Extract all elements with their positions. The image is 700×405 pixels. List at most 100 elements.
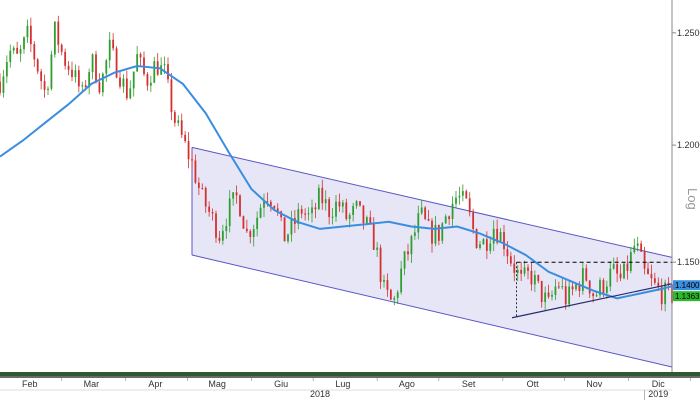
candle-body <box>605 286 608 293</box>
candle-body <box>537 274 540 282</box>
x-tick-label: Mar <box>84 379 100 389</box>
candle-body <box>197 182 200 188</box>
candle-body <box>263 201 265 208</box>
candle-body <box>287 234 289 242</box>
candle-body <box>218 237 221 241</box>
candle-body <box>122 78 125 87</box>
candle-body <box>146 74 149 86</box>
candle-body <box>163 64 166 66</box>
candle-body <box>602 280 605 293</box>
candle-body <box>88 72 91 88</box>
candle-body <box>276 208 279 212</box>
year-label-2018: 2018 <box>310 389 330 399</box>
candle-body <box>489 243 492 251</box>
candle-body <box>194 160 197 183</box>
candle-body <box>420 207 423 214</box>
x-tick-label: Nov <box>586 379 603 389</box>
candle-body <box>393 297 396 300</box>
candle-body <box>633 245 636 253</box>
candle-body <box>23 37 25 50</box>
candle-body <box>119 77 121 87</box>
candle-body <box>40 71 43 82</box>
candle-body <box>482 239 485 245</box>
candle-body <box>492 228 495 244</box>
candle-body <box>173 112 176 123</box>
candle-body <box>581 268 584 291</box>
candle-body <box>297 209 300 224</box>
channel-lower-line <box>191 254 673 368</box>
candle-body <box>242 216 245 229</box>
candle-body <box>204 187 207 207</box>
candle-body <box>626 263 629 271</box>
candle-body <box>365 217 368 224</box>
candle-body <box>417 213 420 233</box>
moving-average-line <box>0 64 673 300</box>
candle-body <box>499 232 502 243</box>
candle-body <box>475 229 478 248</box>
candle-body <box>16 47 19 54</box>
candle-body <box>5 62 8 77</box>
candle-body <box>53 21 56 55</box>
x-tick-label: Giu <box>274 379 288 389</box>
x-tick-label: Ott <box>527 379 540 389</box>
candle-body <box>667 282 670 285</box>
candle-body <box>403 251 406 269</box>
candle-body <box>458 195 461 198</box>
candle-body <box>33 44 36 60</box>
candle-body <box>115 48 118 78</box>
candle-body <box>509 256 512 264</box>
candle-body <box>530 270 533 285</box>
candle-body <box>640 243 643 252</box>
candle-body <box>506 249 509 257</box>
candle-body <box>177 120 180 123</box>
candle-body <box>57 21 60 45</box>
candle-body <box>485 239 488 251</box>
candle-body <box>221 231 224 241</box>
candle-body <box>533 274 536 285</box>
candle-body <box>461 191 464 196</box>
candle-body <box>551 294 553 297</box>
candle-body <box>201 187 204 189</box>
candle-body <box>609 268 612 287</box>
volume-strip <box>0 372 700 376</box>
candle-body <box>413 232 416 236</box>
candle-body <box>616 264 619 274</box>
candle-body <box>547 292 550 297</box>
candle-body <box>324 199 327 204</box>
candle-body <box>472 212 475 230</box>
candle-body <box>67 65 70 70</box>
candle-body <box>149 82 152 86</box>
candle-body <box>612 264 615 269</box>
candle-body <box>386 280 389 290</box>
candle-body <box>444 216 447 224</box>
candle-body <box>575 284 577 290</box>
candle-body <box>125 78 128 99</box>
candle-body <box>379 247 382 282</box>
candle-body <box>9 50 12 63</box>
last-price-label: 1.1363 <box>675 292 700 301</box>
candle-body <box>331 216 334 218</box>
candle-body <box>249 231 252 237</box>
candle-body <box>369 217 372 224</box>
candle-body <box>653 278 656 283</box>
candle-body <box>527 267 529 271</box>
candle-body <box>338 201 341 207</box>
candle-body <box>434 224 437 244</box>
candle-body <box>523 267 526 274</box>
trend-channel-fill <box>192 147 672 368</box>
x-tick-label: Feb <box>22 379 38 389</box>
candle-body <box>540 281 543 303</box>
moving-average-layer <box>0 64 673 300</box>
candle-body <box>568 286 571 305</box>
x-tick-label: Dic <box>652 379 665 389</box>
candle-body <box>383 280 385 282</box>
candle-body <box>184 134 187 142</box>
candle-body <box>50 54 53 89</box>
candle-body <box>211 211 214 214</box>
candle-body <box>208 206 211 212</box>
candle-body <box>170 79 173 113</box>
last-price-badge <box>673 291 700 302</box>
candle-body <box>448 216 451 220</box>
